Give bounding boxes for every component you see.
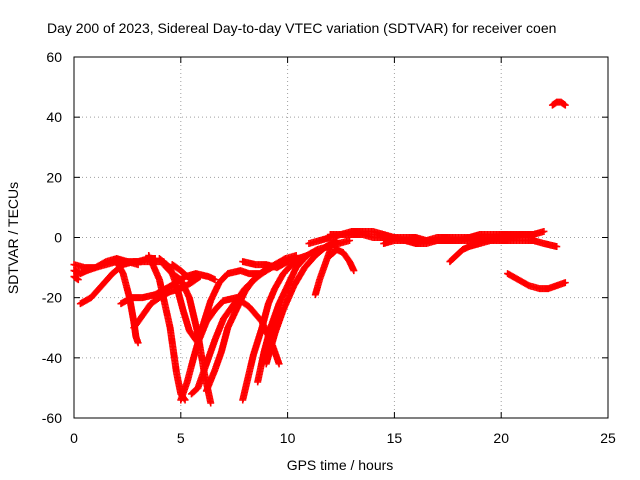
data-point-marker bbox=[190, 276, 198, 284]
y-tick-label: -40 bbox=[42, 350, 62, 366]
data-point-marker bbox=[561, 279, 569, 287]
x-tick-label: 20 bbox=[493, 430, 509, 446]
x-axis-label: GPS time / hours bbox=[287, 457, 394, 473]
data-series-arc20 bbox=[326, 246, 358, 275]
data-point-marker bbox=[134, 339, 142, 347]
gridlines bbox=[74, 57, 608, 418]
x-tick-label: 0 bbox=[70, 430, 78, 446]
data-series-arc12 bbox=[168, 261, 198, 284]
data-series-arc3 bbox=[70, 273, 82, 284]
data-point-marker bbox=[561, 101, 569, 109]
data-point-marker bbox=[207, 399, 215, 407]
data-point-marker bbox=[74, 276, 82, 284]
data-point-marker bbox=[350, 267, 358, 275]
x-tick-label: 10 bbox=[280, 430, 296, 446]
x-tick-label: 25 bbox=[600, 430, 616, 446]
data-point-marker bbox=[211, 276, 219, 284]
data-point-marker bbox=[540, 227, 548, 235]
data-point-marker bbox=[553, 243, 561, 251]
data-series-arc15 bbox=[239, 255, 309, 404]
data-series-arc18 bbox=[262, 237, 341, 368]
data-point-marker bbox=[275, 360, 283, 368]
chart-title: Day 200 of 2023, Sidereal Day-to-day VTE… bbox=[47, 20, 556, 36]
x-tick-label: 15 bbox=[387, 430, 403, 446]
data-series-arc24 bbox=[446, 230, 527, 266]
y-tick-label: -60 bbox=[42, 410, 62, 426]
y-tick-label: 60 bbox=[46, 49, 62, 65]
y-tick-label: 0 bbox=[54, 230, 62, 246]
data-series-arc11 bbox=[177, 267, 270, 404]
x-tick-label: 5 bbox=[177, 430, 185, 446]
data-points bbox=[70, 98, 569, 407]
data-point-marker bbox=[529, 230, 537, 238]
axis-ticks: 0 5 10 15 20 25 -60 -40 -20 0 20 40 60 bbox=[42, 49, 616, 446]
y-axis-label: SDTVAR / TECUs bbox=[5, 182, 21, 294]
data-series-arc16 bbox=[239, 252, 311, 272]
data-series-arc25 bbox=[504, 270, 569, 293]
y-tick-label: 40 bbox=[46, 109, 62, 125]
data-series-arc14 bbox=[202, 252, 300, 395]
data-series-arc26 bbox=[548, 98, 569, 109]
data-point-marker bbox=[346, 237, 354, 245]
y-tick-label: -20 bbox=[42, 290, 62, 306]
y-tick-label: 20 bbox=[46, 169, 62, 185]
data-point-marker bbox=[519, 230, 527, 238]
